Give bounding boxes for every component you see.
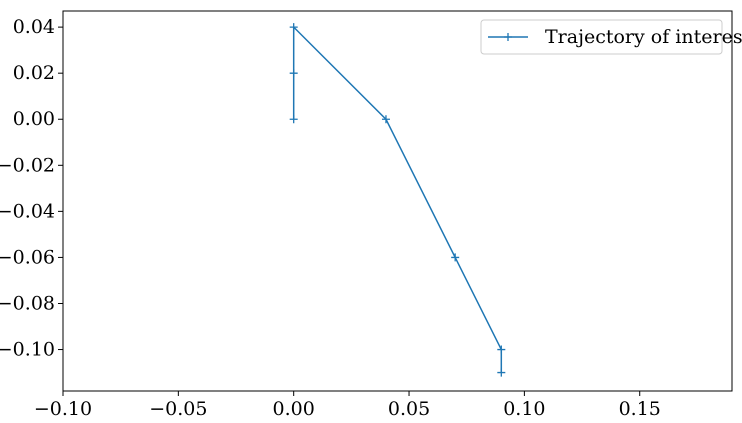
x-tick-label: 0.05 [388, 398, 430, 420]
legend-label: Trajectory of interest [545, 26, 742, 48]
series-layer [289, 23, 506, 377]
y-tick-label: −0.06 [0, 246, 55, 268]
plot-area-frame [62, 10, 733, 392]
series-line [292, 26, 503, 373]
data-point-marker [497, 345, 506, 354]
y-tick-label: 0.04 [13, 16, 55, 38]
x-tick-label: −0.10 [34, 398, 92, 420]
x-tick-label: 0.10 [503, 398, 545, 420]
data-point-marker [289, 69, 298, 78]
data-point-marker [289, 115, 298, 124]
legend-box [480, 19, 723, 55]
x-tick-label: −0.05 [149, 398, 207, 420]
y-tick-label: 0.00 [13, 108, 55, 130]
y-tick-label: −0.02 [0, 154, 55, 176]
x-axis-ticks: −0.10 −0.05 0.00 0.05 0.10 0.15 [34, 391, 661, 420]
data-point-marker [381, 115, 390, 124]
y-axis-ticks: 0.04 0.02 0.00 −0.02 −0.04 −0.06 −0.08 −0.10 [0, 16, 63, 361]
y-tick-label: −0.04 [0, 200, 55, 222]
data-point-marker [451, 253, 460, 262]
x-tick-label: 0.00 [273, 398, 315, 420]
y-tick-label: −0.10 [0, 339, 55, 361]
data-point-marker [289, 23, 298, 32]
legend-marker-plus [504, 33, 512, 41]
legend: Trajectory of interest [480, 19, 742, 55]
y-tick-label: −0.08 [0, 292, 55, 314]
y-tick-label: 0.02 [13, 62, 55, 84]
x-tick-label: 0.15 [619, 398, 661, 420]
data-point-marker [497, 368, 506, 377]
